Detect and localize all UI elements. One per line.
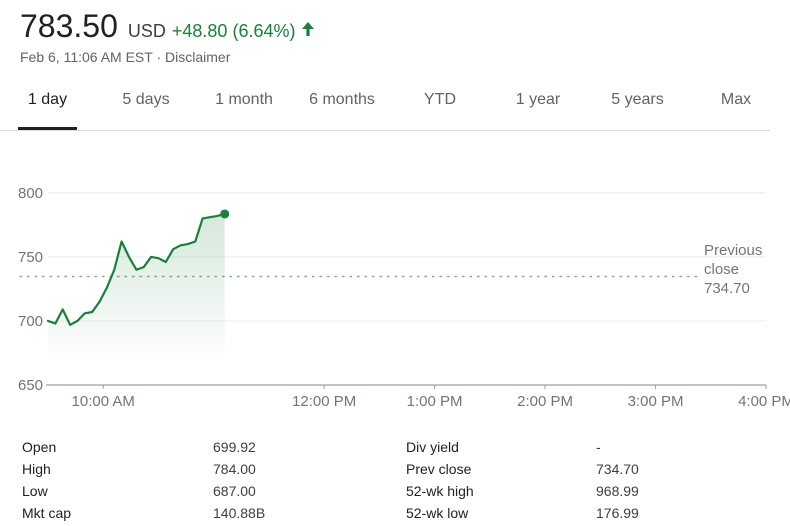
- current-price-dot: [220, 209, 230, 219]
- stat-row-mkt-cap: Mkt cap 140.88B: [22, 502, 322, 524]
- tab-ytd[interactable]: YTD: [424, 91, 456, 108]
- tab-1-month[interactable]: 1 month: [215, 91, 273, 108]
- tab-1-day[interactable]: 1 day: [27, 91, 68, 108]
- stat-label: Open: [22, 439, 57, 455]
- tab-5-years[interactable]: 5 years: [611, 91, 664, 108]
- previous-close-label: Previous: [704, 242, 762, 259]
- stat-value: 699.92: [213, 439, 256, 455]
- x-tick-label: 3:00 PM: [628, 393, 684, 410]
- stat-value: 784.00: [213, 461, 256, 477]
- x-tick-label: 12:00 PM: [292, 393, 356, 410]
- stat-value: 968.99: [596, 483, 639, 499]
- stat-row-high: High 784.00: [22, 458, 322, 480]
- stat-label: Low: [22, 483, 48, 499]
- stats-left: Open 699.92 High 784.00 Low 687.00 Mkt c…: [22, 436, 322, 524]
- stat-value: 734.70: [596, 461, 639, 477]
- disclaimer-link[interactable]: Disclaimer: [165, 49, 231, 65]
- price-chart[interactable]: Previous close 734.70 650 700 750 800 10:00 A…: [0, 160, 790, 420]
- price-change: +48.80 (6.64%): [171, 21, 296, 41]
- currency-code: USD: [127, 21, 166, 41]
- stat-label: 52-wk low: [406, 505, 469, 521]
- arrow-up-icon: [302, 22, 315, 36]
- stat-row-52wk-high: 52-wk high 968.99: [406, 480, 746, 502]
- stat-row-div-yield: Div yield -: [406, 436, 746, 458]
- stat-value: -: [596, 439, 601, 455]
- stat-label: Mkt cap: [22, 505, 72, 521]
- tab-5-days[interactable]: 5 days: [122, 91, 170, 108]
- stat-row-open: Open 699.92: [22, 436, 322, 458]
- stat-label: 52-wk high: [406, 483, 474, 499]
- y-tick-label: 800: [18, 185, 43, 202]
- stat-row-prev-close: Prev close 734.70: [406, 458, 746, 480]
- price-area: [48, 214, 225, 360]
- stat-label: Div yield: [406, 439, 459, 455]
- price-line: 783.50 USD +48.80 (6.64%): [20, 8, 315, 45]
- quote-timestamp: Feb 6, 11:06 AM EST: [20, 49, 153, 65]
- stats-right: Div yield - Prev close 734.70 52-wk high…: [406, 436, 746, 524]
- active-tab-indicator: [18, 127, 77, 130]
- stat-value: 176.99: [596, 505, 639, 521]
- x-tick-label: 2:00 PM: [517, 393, 573, 410]
- x-tick-label: 10:00 AM: [72, 393, 135, 410]
- x-tick-label: 1:00 PM: [407, 393, 463, 410]
- stat-value: 140.88B: [213, 505, 266, 521]
- x-tick-label: 4:00 PM: [738, 393, 790, 410]
- tab-1-year[interactable]: 1 year: [515, 91, 561, 108]
- stat-value: 687.00: [213, 483, 256, 499]
- previous-close-label: 734.70: [704, 280, 750, 297]
- tab-max[interactable]: Max: [720, 91, 752, 108]
- stat-row-52wk-low: 52-wk low 176.99: [406, 502, 746, 524]
- y-tick-label: 700: [18, 313, 43, 330]
- range-tabs: 1 day 5 days 1 month 6 months YTD 1 year…: [0, 82, 770, 131]
- current-price: 783.50: [20, 8, 118, 44]
- stat-label: Prev close: [406, 461, 472, 477]
- tab-6-months[interactable]: 6 months: [309, 91, 375, 108]
- stat-row-low: Low 687.00: [22, 480, 322, 502]
- stat-label: High: [22, 461, 51, 477]
- y-tick-label: 650: [18, 377, 43, 394]
- quote-header: 783.50 USD +48.80 (6.64%) Feb 6, 11:06 A…: [20, 8, 315, 65]
- meta-separator: ·: [156, 49, 162, 65]
- y-tick-label: 750: [18, 249, 43, 266]
- price-line: [46, 212, 226, 326]
- previous-close-label: close: [704, 261, 739, 278]
- quote-meta: Feb 6, 11:06 AM EST · Disclaimer: [20, 49, 315, 65]
